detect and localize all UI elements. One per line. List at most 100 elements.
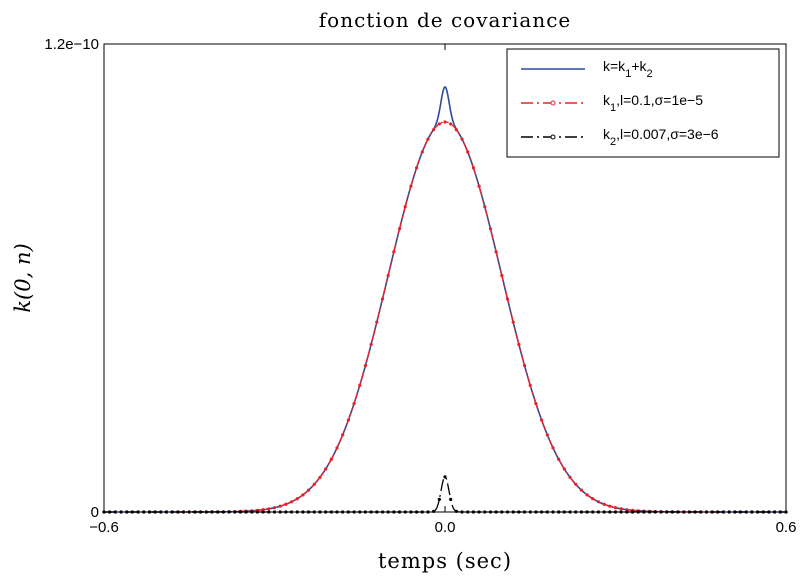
chart-title: fonction de covariance [319,8,572,32]
series-2-point [454,128,458,132]
series-2-point [477,184,481,188]
series-2-point [380,297,385,301]
series-3-point [744,510,748,514]
series-3-point [136,510,140,514]
series-3-point [130,510,135,514]
series-3-point [147,510,152,514]
series-3-point [289,510,294,514]
series-3-point [187,510,191,514]
series-3-point [738,510,743,514]
series-2-point [585,493,589,497]
series-3-point [488,510,493,514]
series-3-point [540,510,544,514]
series-3-point [483,510,487,514]
series-2-point [397,227,402,231]
series-3-point [375,510,379,514]
series-2-point [403,205,407,209]
series-2-point [579,488,584,492]
series-3-point [164,510,169,514]
series-3-point [591,510,595,514]
series-3-point [755,510,760,514]
series-3-point [261,510,265,514]
series-3-point [397,510,402,514]
series-3-point [699,510,703,514]
series-3-point [250,510,254,514]
series-3-point [761,510,765,514]
series-3-point [199,510,203,514]
series-3-point [437,497,441,501]
y-tick-label: 0 [91,504,99,521]
series-2-point [346,418,350,422]
series-3-point [596,510,601,514]
series-2-point [437,122,441,126]
series-3-point [119,510,123,514]
series-2-point [500,273,504,278]
series-2-point [613,506,618,510]
series-2-point [511,320,515,324]
legend-marker-2 [550,100,556,106]
series-2-point [363,364,368,368]
series-3-point [380,510,385,514]
series-3-point [312,510,316,514]
series-3-point [653,510,657,514]
series-2-point [318,475,322,479]
series-3-point [233,510,237,514]
series-2-point [460,137,464,141]
series-2-point [324,467,328,471]
series-3-point [170,510,174,514]
series-2-point [619,507,623,511]
series-2-point [522,364,527,368]
legend-label-1: k=k1+k2 [603,58,653,80]
series-3-point [238,510,242,514]
series-3-point [363,510,368,514]
series-3-point [341,510,345,514]
series-3-point [665,510,669,514]
series-2-point [295,497,299,501]
series-3-point [153,510,157,514]
series-3-point [670,510,674,514]
series-3-point [449,497,453,501]
series-2-point [358,383,362,387]
series-2-point [426,137,430,141]
series-3-point [443,475,447,479]
series-3-point [346,510,350,514]
series-2-point [352,401,356,406]
series-2-point [591,497,595,501]
series-3-point [659,510,663,514]
series-3-point [392,510,396,514]
series-2-point [505,297,510,301]
series-3-point [642,510,646,514]
series-2-point [289,500,294,504]
series-2-point [528,383,532,387]
series-3-point [648,510,652,514]
series-3-point [716,510,720,514]
series-2-point [329,457,333,461]
series-3-point [221,510,225,514]
series-3-point [335,510,339,514]
series-3-point [358,510,362,514]
series-2-point [341,433,345,437]
series-2-point [625,508,629,512]
series-3-point [710,510,714,514]
series-layer [102,85,788,514]
series-3-point [511,510,515,514]
series-3-point [460,510,464,514]
series-2-point [301,493,305,497]
series-3-point [244,510,248,514]
series-3-point [477,510,481,514]
series-3-point [727,510,731,514]
series-3-point [528,510,532,514]
legend: k=k1+k2 k1,l=0.1,σ=1e−5 k2,l=0.007,σ=3e−6 [506,48,780,158]
series-3-point [176,510,180,514]
series-3-point [329,510,333,514]
series-2-point [307,488,311,492]
series-2-point [540,418,544,422]
series-3-point [420,510,424,514]
series-3-point [255,510,260,514]
x-axis-label: temps (sec) [378,549,512,573]
tick-layer: −0.6 0.0 0.6 0 1.2e−10 [44,36,796,536]
series-2-point [443,120,447,124]
legend-label-2: k1,l=0.1,σ=1e−5 [603,92,703,114]
series-3-point [568,510,572,514]
